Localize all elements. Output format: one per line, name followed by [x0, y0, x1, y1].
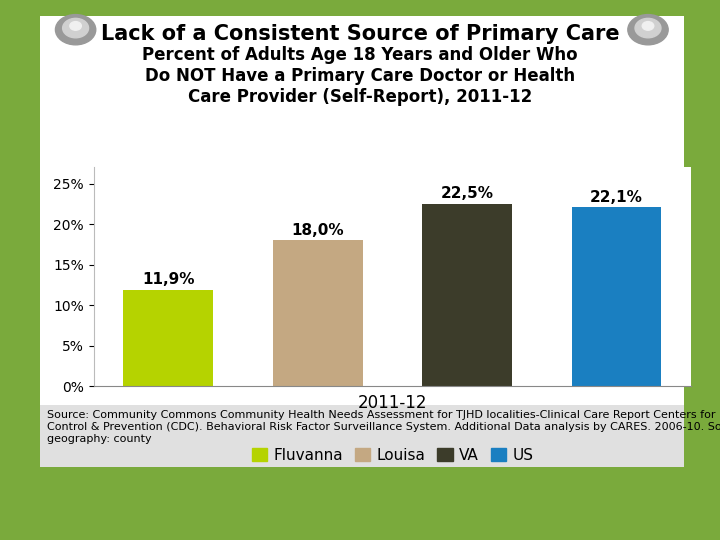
Text: 22,5%: 22,5%: [441, 186, 494, 201]
Text: Lack of a Consistent Source of Primary Care: Lack of a Consistent Source of Primary C…: [101, 24, 619, 44]
Bar: [572, 207, 661, 386]
Text: Percent of Adults Age 18 Years and Older Who
Do NOT Have a Primary Care Doctor o: Percent of Adults Age 18 Years and Older…: [142, 46, 578, 105]
Text: Source: Community Commons Community Health Needs Assessment for TJHD localities-: Source: Community Commons Community Heal…: [47, 410, 720, 443]
Bar: [273, 240, 362, 386]
Text: 18,0%: 18,0%: [292, 223, 344, 238]
Text: 22,1%: 22,1%: [590, 190, 643, 205]
X-axis label: 2011-12: 2011-12: [358, 394, 427, 413]
Legend: Fluvanna, Louisa, VA, US: Fluvanna, Louisa, VA, US: [246, 442, 539, 469]
Text: 11,9%: 11,9%: [142, 272, 194, 287]
Bar: [124, 289, 213, 386]
Bar: [422, 204, 512, 386]
